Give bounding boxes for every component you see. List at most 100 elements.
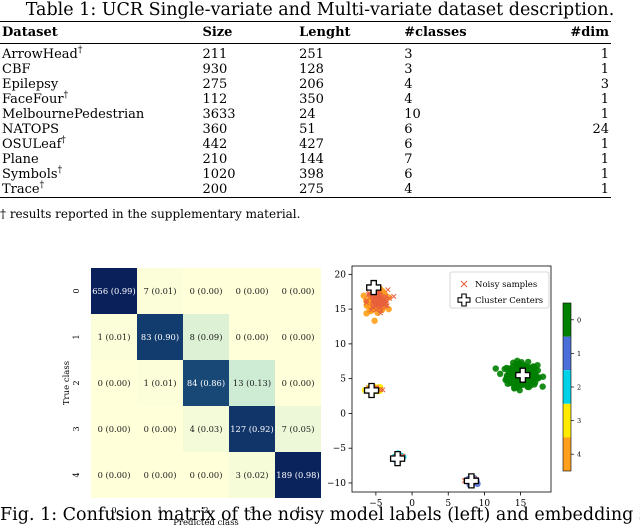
heatmap-cell bbox=[137, 314, 183, 360]
cell-size: 200 bbox=[202, 182, 228, 197]
cell-length: 144 bbox=[299, 152, 324, 167]
cell-dataset: Epilepsy bbox=[2, 77, 59, 92]
heatmap-cell-label: 0 (0.00) bbox=[98, 470, 131, 480]
cluster-center-marker bbox=[515, 367, 531, 383]
y-tick-label: 20 bbox=[335, 270, 347, 280]
heatmap-cell bbox=[229, 268, 275, 314]
heatmap-cell bbox=[229, 360, 275, 406]
heatmap-cell bbox=[91, 406, 137, 452]
heatmap-cell bbox=[183, 314, 229, 360]
x-tick-label: 5 bbox=[445, 499, 451, 509]
figure-caption: Fig. 1: Confusion matrix of the noisy mo… bbox=[0, 505, 640, 525]
embedding-point bbox=[496, 370, 504, 378]
heatmap-cell bbox=[137, 452, 183, 498]
header-size: Size bbox=[200, 21, 298, 44]
cell-dataset: CBF bbox=[2, 62, 31, 77]
embedding-point bbox=[492, 365, 499, 372]
heatmap-cell-label: 0 (0.00) bbox=[144, 470, 177, 480]
table-row: Plane 210 144 7 1 bbox=[0, 152, 611, 167]
heatmap-cell-label: 189 (0.98) bbox=[276, 470, 319, 480]
embedding-point bbox=[505, 365, 512, 372]
table-header-row: Dataset Size Lenght #classes #dim bbox=[0, 21, 611, 44]
y-tick-label: 10 bbox=[335, 340, 347, 350]
cell-size: 112 bbox=[202, 92, 228, 107]
heatmap-cell bbox=[91, 268, 137, 314]
table-row: CBF 930 128 3 1 bbox=[0, 62, 611, 77]
cell-length: 128 bbox=[299, 62, 324, 77]
cluster-center-marker bbox=[463, 473, 480, 489]
x-tick-label: 2 bbox=[203, 506, 208, 515]
heatmap-cell bbox=[183, 452, 229, 498]
cell-dim: 1 bbox=[600, 92, 609, 107]
legend-label: Noisy samples bbox=[475, 280, 537, 290]
cell-dataset: Trace bbox=[2, 182, 40, 197]
heatmap-cell-label: 84 (0.86) bbox=[187, 378, 225, 388]
cell-dataset: Plane bbox=[2, 152, 39, 167]
cell-classes: 10 bbox=[404, 107, 421, 122]
cell-classes: 6 bbox=[404, 167, 413, 182]
cell-classes: 4 bbox=[404, 182, 413, 197]
heatmap-cell-label: 656 (0.99) bbox=[92, 286, 135, 296]
table-row: Symbols† 1020 398 6 1 bbox=[0, 166, 611, 182]
table-footnote: † results reported in the supplementary … bbox=[0, 207, 301, 221]
colorbar-segment bbox=[563, 370, 571, 404]
y-tick-label: 5 bbox=[340, 375, 346, 385]
heatmap-cell bbox=[183, 360, 229, 406]
cell-length: 206 bbox=[299, 77, 324, 92]
cell-length: 24 bbox=[299, 107, 316, 122]
legend-noisy-marker bbox=[460, 280, 468, 288]
heatmap-cell-label: 1 (0.01) bbox=[98, 332, 131, 342]
table-row: FaceFour† 112 350 4 1 bbox=[0, 91, 611, 107]
cell-size: 275 bbox=[202, 77, 228, 92]
heatmap-cell-label: 0 (0.00) bbox=[98, 378, 131, 388]
y-tick-label: 2 bbox=[72, 380, 81, 385]
embedding-point bbox=[539, 373, 547, 380]
table-row: MelbournePedestrian 3633 24 10 1 bbox=[0, 107, 611, 122]
cell-dataset: Symbols bbox=[2, 167, 58, 182]
table-row: Epilepsy 275 206 4 3 bbox=[0, 77, 611, 92]
x-axis-label: Predicted class bbox=[173, 518, 239, 528]
heatmap-cell bbox=[229, 452, 275, 498]
embedding-point bbox=[539, 383, 546, 390]
table-caption: Table 1: UCR Single-variate and Multi-va… bbox=[25, 0, 615, 20]
cell-length: 427 bbox=[299, 137, 324, 152]
chart-legend: Noisy samples Cluster Centers bbox=[449, 271, 550, 309]
colorbar-segment bbox=[563, 336, 571, 371]
cell-dim: 1 bbox=[600, 152, 609, 167]
y-tick-label: 1 bbox=[72, 334, 81, 339]
cell-size: 930 bbox=[202, 62, 228, 77]
cell-dataset: FaceFour bbox=[2, 92, 64, 107]
cell-length: 251 bbox=[299, 47, 324, 62]
heatmap-cell-label: 0 (0.00) bbox=[282, 378, 315, 388]
heatmap-cell bbox=[137, 360, 183, 406]
embedding-point bbox=[531, 381, 538, 388]
colorbar-segment bbox=[563, 437, 571, 471]
y-tick-label: −5 bbox=[333, 444, 347, 454]
heatmap-cell-label: 0 (0.00) bbox=[144, 424, 177, 434]
colorbar-tick-label: 0 bbox=[577, 316, 581, 324]
colorbar-tick-label: 2 bbox=[577, 384, 581, 392]
cell-dim: 1 bbox=[600, 62, 609, 77]
cell-dataset: MelbournePedestrian bbox=[2, 107, 145, 122]
cell-classes: 4 bbox=[404, 77, 413, 92]
cell-dataset: ArrowHead bbox=[2, 47, 78, 62]
colorbar-segment bbox=[563, 403, 571, 438]
x-tick-label: 15 bbox=[515, 499, 527, 509]
noisy-sample-marker bbox=[385, 287, 391, 293]
dagger-mark: † bbox=[39, 180, 45, 191]
x-tick-label: 4 bbox=[295, 506, 300, 515]
embedding-point bbox=[531, 370, 538, 377]
y-tick-label: 3 bbox=[72, 426, 81, 431]
y-tick-label: 4 bbox=[72, 472, 81, 477]
heatmap-cell-label: 1 (0.01) bbox=[144, 378, 177, 388]
cell-size: 1020 bbox=[202, 167, 236, 182]
cell-length: 350 bbox=[299, 92, 324, 107]
embedding-point bbox=[513, 365, 520, 372]
cluster-center-marker bbox=[366, 279, 382, 296]
header-classes: #classes bbox=[402, 21, 569, 44]
cell-dim: 1 bbox=[600, 167, 609, 182]
embedding-point bbox=[371, 317, 378, 324]
table-row: NATOPS 360 51 6 24 bbox=[0, 122, 611, 137]
noisy-sample-marker bbox=[363, 300, 370, 306]
